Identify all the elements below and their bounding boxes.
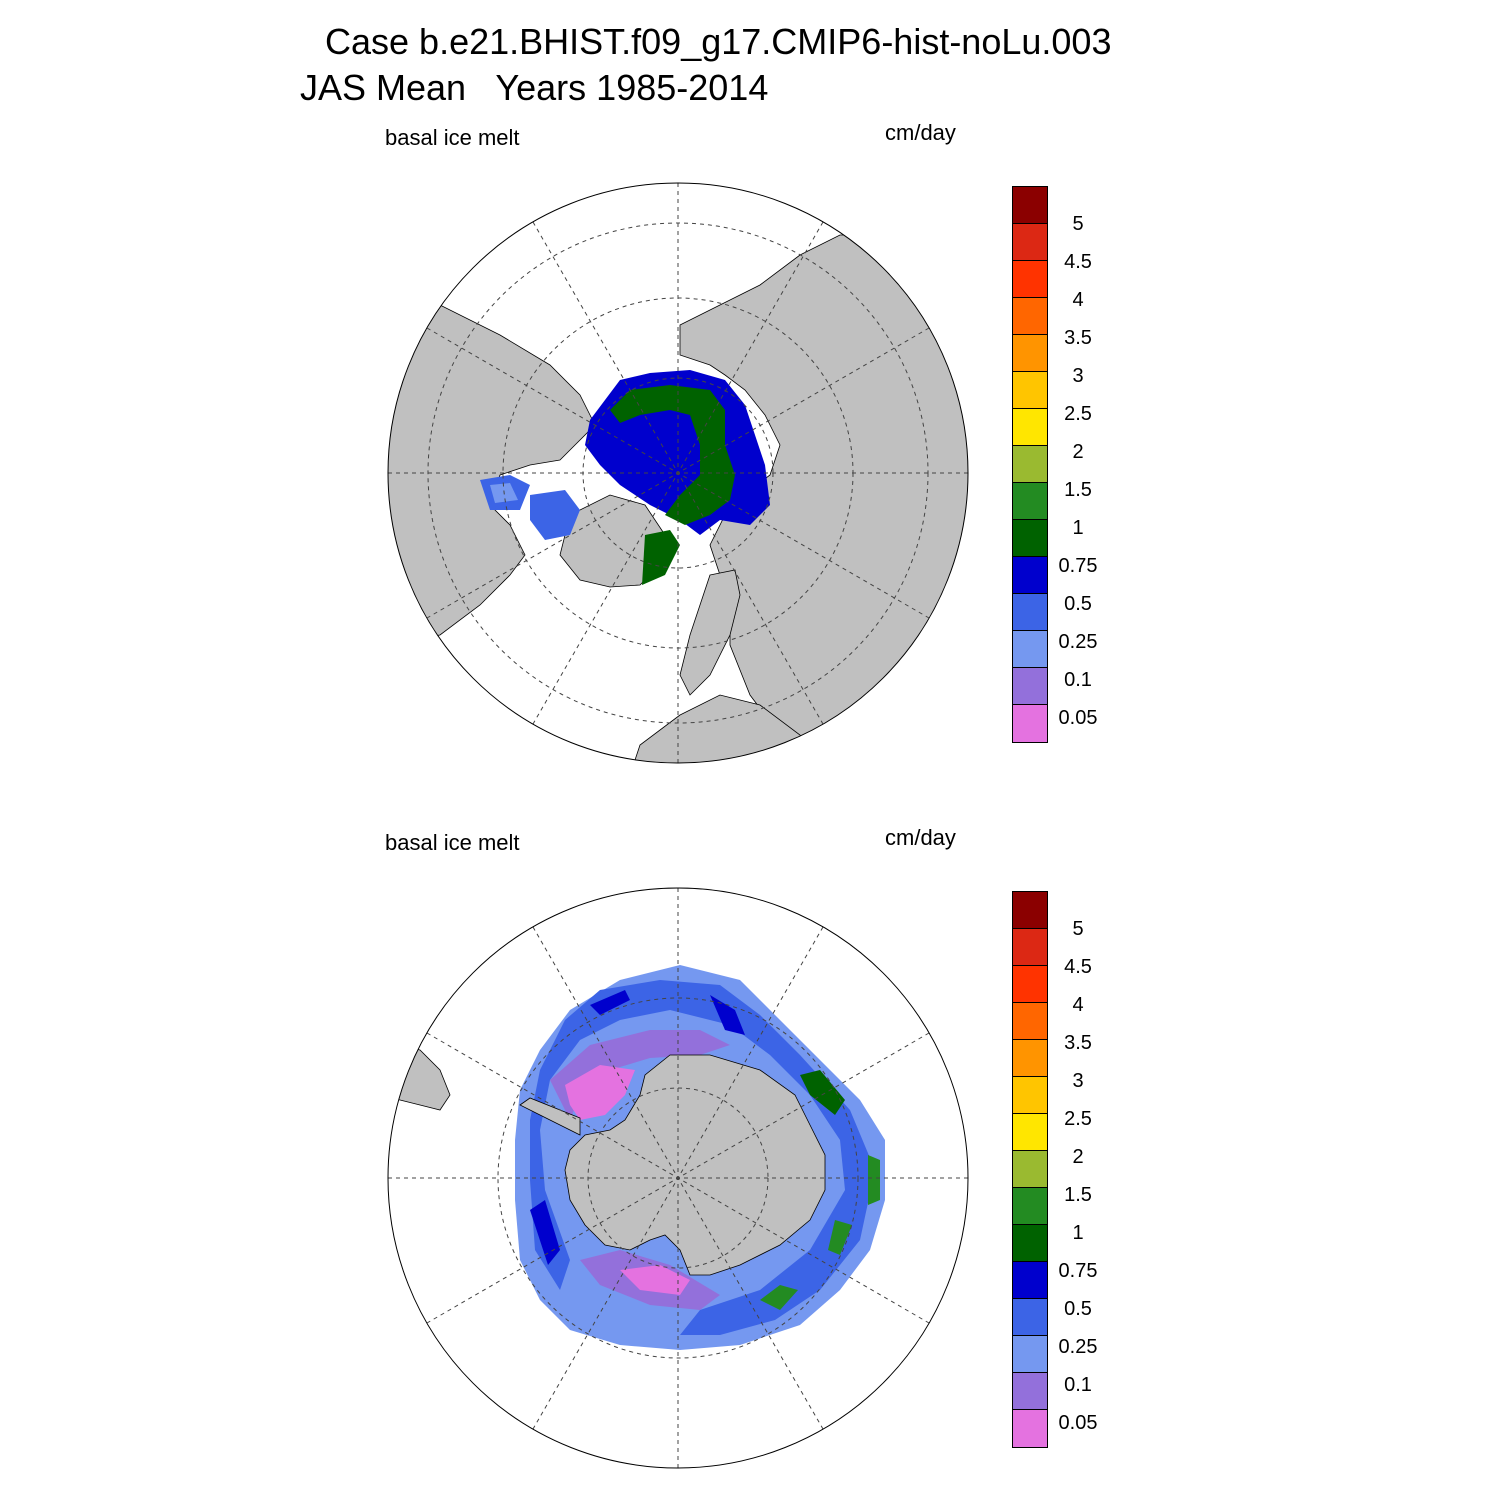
- south-colorbar-tick: 0.5: [1064, 1298, 1092, 1320]
- south-colorbar-seg: [1013, 1077, 1047, 1114]
- south-colorbar-tick: 0.75: [1058, 1260, 1098, 1282]
- north-colorbar-seg: [1013, 705, 1047, 742]
- north-colorbar-seg: [1013, 668, 1047, 705]
- south-colorbar-seg: [1013, 892, 1047, 929]
- north-colorbar-tick: 0.75: [1058, 555, 1098, 577]
- south-ice-ring-mid: [530, 980, 875, 1335]
- south-colorbar-tick: 3.5: [1064, 1032, 1092, 1054]
- south-colorbar-seg: [1013, 1373, 1047, 1410]
- north-ice-bay: [530, 490, 580, 540]
- north-colorbar-tick: 2.5: [1064, 403, 1092, 425]
- south-ice-green-se: [828, 1220, 852, 1255]
- north-colorbar-tick: 2: [1072, 441, 1084, 463]
- south-colorbar-tick: 4: [1072, 994, 1084, 1016]
- north-colorbar-seg: [1013, 187, 1047, 224]
- south-polar-map: [387, 887, 969, 1469]
- north-colorbar-seg: [1013, 520, 1047, 557]
- south-colorbar-tick: 1: [1072, 1222, 1084, 1244]
- north-colorbar-tick: 0.1: [1064, 669, 1092, 691]
- north-variable-label: basal ice melt: [385, 125, 520, 150]
- north-units-label: cm/day: [885, 120, 956, 145]
- south-ice-dark-blue-right: [710, 995, 745, 1035]
- north-colorbar-seg: [1013, 372, 1047, 409]
- south-colorbar-tick: 2: [1072, 1146, 1084, 1168]
- north-colorbar-seg: [1013, 224, 1047, 261]
- north-land-scandinavia: [679, 569, 741, 696]
- north-land-north-america: [388, 294, 596, 646]
- north-colorbar-tick: 1: [1072, 517, 1084, 539]
- north-colorbar-seg: [1013, 446, 1047, 483]
- north-colorbar-tick: 5: [1072, 213, 1084, 235]
- south-colorbar-seg: [1013, 1262, 1047, 1299]
- south-colorbar-tick: 4.5: [1064, 956, 1092, 978]
- figure-title-case: Case b.e21.BHIST.f09_g17.CMIP6-hist-noLu…: [325, 21, 1112, 62]
- north-colorbar-seg: [1013, 409, 1047, 446]
- south-colorbar-seg: [1013, 1299, 1047, 1336]
- north-colorbar-tick: 1.5: [1064, 479, 1092, 501]
- south-colorbar: [1012, 891, 1048, 1448]
- south-map-border: [387, 887, 969, 1469]
- north-ice-green-edge: [642, 530, 680, 585]
- south-colorbar-seg: [1013, 1114, 1047, 1151]
- south-ice-purple: [550, 1030, 730, 1120]
- south-units-label: cm/day: [885, 825, 956, 850]
- south-colorbar-seg: [1013, 966, 1047, 1003]
- north-polar-map: [387, 182, 969, 764]
- north-colorbar-tick: 0.5: [1064, 593, 1092, 615]
- south-colorbar-tick: 1.5: [1064, 1184, 1092, 1206]
- south-colorbar-seg: [1013, 1225, 1047, 1262]
- north-colorbar-seg: [1013, 335, 1047, 372]
- south-colorbar-tick: 2.5: [1064, 1108, 1092, 1130]
- north-colorbar: [1012, 186, 1048, 743]
- south-colorbar-seg: [1013, 1336, 1047, 1373]
- south-colorbar-tick: 0.1: [1064, 1374, 1092, 1396]
- north-colorbar-tick: 3.5: [1064, 327, 1092, 349]
- south-land-peninsula: [519, 1097, 581, 1136]
- figure-title-period: JAS Mean Years 1985-2014: [300, 67, 769, 108]
- north-ice-green: [610, 385, 735, 525]
- south-ice-dark-blue-top: [590, 990, 630, 1015]
- south-ice-pink: [565, 1065, 635, 1120]
- north-colorbar-tick: 0.25: [1058, 631, 1098, 653]
- north-colorbar-seg: [1013, 483, 1047, 520]
- south-colorbar-seg: [1013, 1410, 1047, 1447]
- north-colorbar-tick: 4: [1072, 289, 1084, 311]
- south-ice-dark-blue-left: [530, 1200, 560, 1265]
- north-colorbar-seg: [1013, 557, 1047, 594]
- south-colorbar-seg: [1013, 929, 1047, 966]
- south-colorbar-tick: 3: [1072, 1070, 1084, 1092]
- north-colorbar-seg: [1013, 594, 1047, 631]
- south-colorbar-seg: [1013, 1003, 1047, 1040]
- north-colorbar-seg: [1013, 261, 1047, 298]
- south-colorbar-tick: 0.25: [1058, 1336, 1098, 1358]
- south-ice-pink-bottom: [620, 1265, 690, 1295]
- south-colorbar-tick: 0.05: [1058, 1412, 1098, 1434]
- south-ice-green-east2: [868, 1155, 880, 1205]
- south-land-antarctica: [564, 1054, 826, 1276]
- south-colorbar-seg: [1013, 1188, 1047, 1225]
- north-colorbar-seg: [1013, 298, 1047, 335]
- north-colorbar-tick: 0.05: [1058, 707, 1098, 729]
- north-colorbar-tick: 3: [1072, 365, 1084, 387]
- south-variable-label: basal ice melt: [385, 830, 520, 855]
- south-ice-green-sw: [760, 1285, 798, 1310]
- south-colorbar-seg: [1013, 1151, 1047, 1188]
- south-ice-green-east: [800, 1070, 845, 1115]
- north-colorbar-tick: 4.5: [1064, 251, 1092, 273]
- north-map-border: [387, 182, 969, 764]
- north-colorbar-seg: [1013, 631, 1047, 668]
- south-colorbar-tick: 5: [1072, 918, 1084, 940]
- south-colorbar-seg: [1013, 1040, 1047, 1077]
